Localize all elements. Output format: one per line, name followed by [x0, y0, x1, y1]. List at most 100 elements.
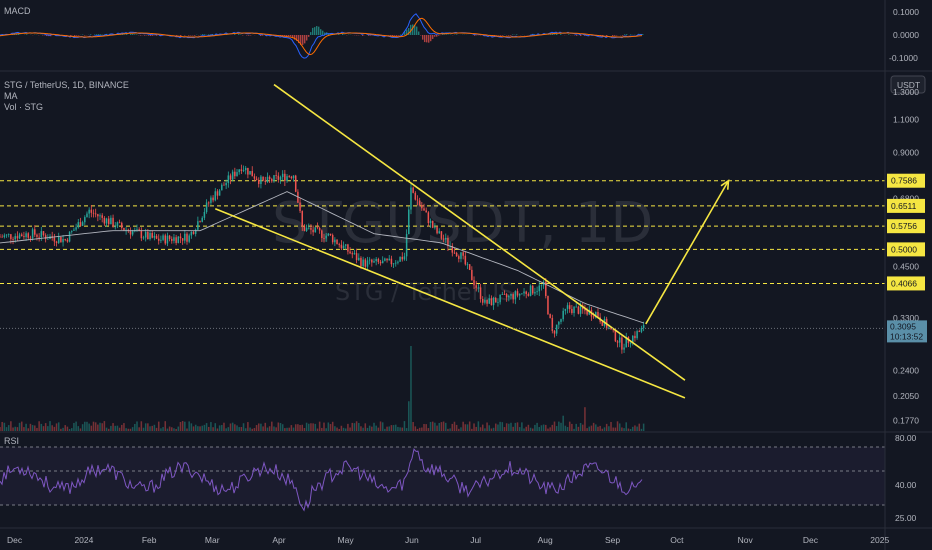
macd-histogram-bar [50, 35, 52, 37]
volume-bar [534, 424, 536, 431]
candle-body [192, 231, 195, 234]
volume-bar [632, 426, 634, 431]
volume-bar [384, 428, 386, 431]
candle-body [514, 291, 517, 300]
macd-histogram-bar [204, 34, 206, 35]
volume-bar [125, 428, 127, 431]
volume-bar [1, 421, 3, 431]
candle-body [288, 176, 290, 177]
candle-body [475, 285, 477, 288]
wedge-trendline[interactable] [214, 207, 686, 399]
volume-bar [436, 425, 438, 431]
macd-histogram-bar [554, 34, 556, 35]
macd-histogram-bar [394, 35, 396, 36]
volume-bar [18, 422, 21, 431]
projection-arrow[interactable] [645, 180, 730, 325]
candle-body [201, 217, 203, 222]
candle-body [255, 178, 258, 181]
volume-bar [362, 427, 364, 431]
volume-bar [288, 427, 290, 431]
indicator-volume[interactable]: Vol · STG [4, 102, 43, 112]
candle-body [634, 335, 636, 339]
macd-histogram-bar [140, 35, 142, 36]
candle-body [323, 237, 325, 239]
candle-body [429, 220, 432, 224]
volume-bar [403, 421, 406, 431]
wedge-trendline[interactable] [273, 83, 686, 381]
macd-histogram-bar [368, 35, 370, 36]
volume-bar [277, 422, 280, 431]
volume-bar [257, 423, 260, 431]
level-tag [887, 242, 925, 257]
volume-bar [366, 427, 369, 431]
candle-body [147, 231, 149, 240]
candle-body [364, 259, 367, 267]
volume-bar [68, 428, 71, 431]
candle-body [534, 292, 536, 294]
time-axis: Dec 2024 Feb Mar Apr May Jun Jul Aug Sep Oct Nov Dec… [7, 535, 889, 545]
volume-bar [381, 422, 384, 431]
macd-histogram-bar [396, 35, 398, 36]
candle-body [203, 211, 206, 218]
candle-body [592, 316, 595, 318]
candle-body [142, 237, 145, 239]
candle-body [101, 215, 103, 218]
candle-body [18, 234, 21, 239]
candle-body [153, 235, 156, 238]
volume-bar [355, 421, 358, 431]
volume-bar [34, 425, 36, 431]
main-pane: STGUSDT, 1D STG / TetherUS STG / TetherU… [0, 75, 927, 431]
volume-bar [616, 421, 619, 431]
macd-histogram-bar [248, 35, 250, 36]
candle-body [303, 226, 306, 231]
volume-bar [247, 422, 249, 431]
macd-histogram-bar [94, 34, 96, 35]
volume-bar [101, 423, 103, 431]
volume-bar [453, 421, 456, 431]
candle-body [527, 294, 530, 296]
macd-histogram-bar [302, 35, 304, 45]
macd-histogram-bar [194, 35, 196, 36]
candle-body [62, 239, 64, 243]
volume-bar [623, 428, 625, 431]
volume-bar [568, 421, 571, 431]
volume-bar [334, 426, 336, 431]
volume-bar [238, 427, 240, 431]
candle-body [40, 231, 43, 238]
candle-body [1, 236, 3, 238]
volume-bar [342, 427, 345, 431]
volume-bar [177, 426, 180, 431]
volume-bar [140, 421, 143, 431]
volume-bar [314, 423, 317, 431]
candle-body [214, 191, 217, 201]
macd-histogram-bar [404, 31, 406, 35]
trendlines[interactable] [214, 83, 730, 399]
volume-bar [66, 426, 69, 431]
volume-bar [373, 422, 375, 431]
currency-button[interactable]: USDT [890, 75, 926, 94]
macd-histogram-bar [362, 35, 364, 36]
volume-bar [618, 423, 621, 431]
volume-bar [510, 422, 512, 431]
volume-bar [492, 427, 495, 431]
macd-histogram [0, 24, 644, 46]
volume-bar [410, 346, 412, 431]
candle-body [399, 256, 401, 262]
volume-bar [547, 428, 549, 431]
indicator-ma[interactable]: MA [4, 91, 18, 101]
candle-body [442, 238, 445, 240]
macd-histogram-bar [298, 35, 300, 44]
volume-bar [244, 428, 247, 431]
volume-bar [192, 426, 195, 431]
volume-bar [121, 424, 123, 431]
candle-body [414, 192, 417, 200]
candle-body [531, 285, 534, 294]
candle-body [329, 233, 332, 236]
time-tick: Dec [7, 535, 23, 545]
volume-bar [173, 428, 175, 431]
candle-body [438, 231, 440, 234]
macd-histogram-bar [100, 34, 102, 35]
candle-body [57, 236, 60, 243]
volume-bar [155, 427, 158, 431]
volume-bar [329, 424, 332, 431]
